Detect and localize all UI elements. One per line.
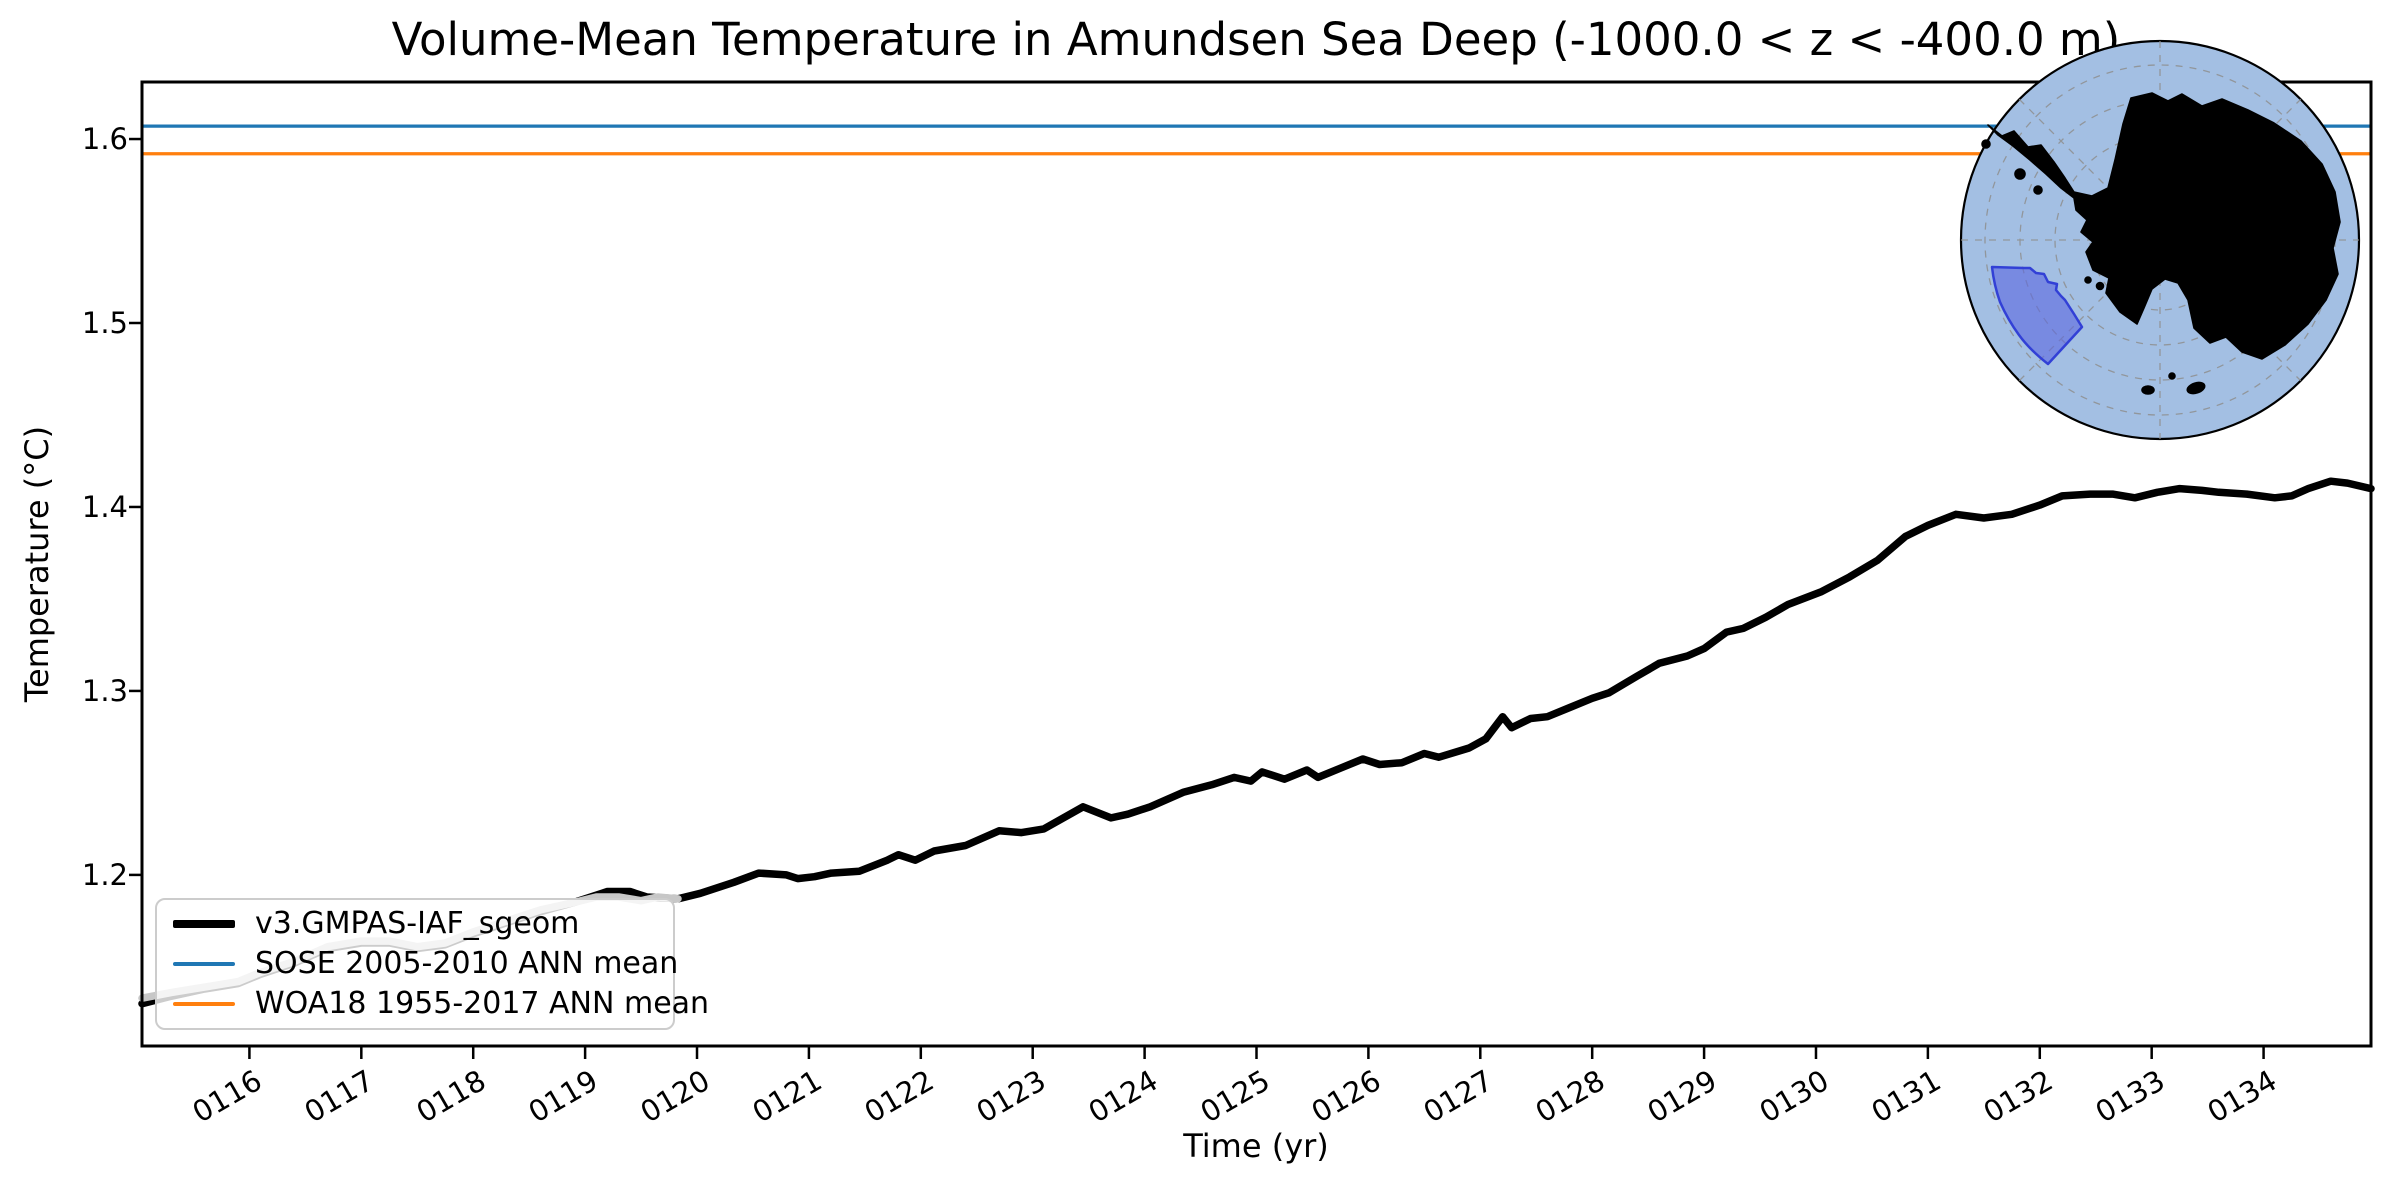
legend-line-swatch [173,1002,235,1006]
chart-title: Volume-Mean Temperature in Amundsen Sea … [391,13,2121,66]
y-tick-label: 1.5 [81,306,128,340]
series-line [138,477,2375,1008]
legend-item: WOA18 1955-2017 ANN mean [157,984,709,1024]
amundsen-sea-region-highlight [1990,265,2084,366]
y-tick-label: 1.3 [81,673,128,708]
legend-label: SOSE 2005-2010 ANN mean [255,946,679,981]
y-tick-label: 1.4 [81,489,128,524]
y-tick-label: 1.6 [81,122,128,157]
legend-label: v3.GMPAS-IAF_sgeom [255,906,580,941]
legend: v3.GMPAS-IAF_sgeom SOSE 2005-2010 ANN mea… [155,898,709,1030]
legend-label: WOA18 1955-2017 ANN mean [255,986,710,1021]
x-axis-label: Time (yr) [1183,1127,1329,1165]
y-tick-label: 1.2 [81,857,128,892]
legend-line-swatch [173,962,235,966]
antarctica-inset-map [1959,39,2361,441]
legend-line-swatch [173,920,235,928]
legend-item: SOSE 2005-2010 ANN mean [157,944,678,984]
legend-item: v3.GMPAS-IAF_sgeom [157,904,673,944]
y-axis-label: Temperature (°C) [18,425,56,703]
antarctica-landmass [1981,92,2341,395]
